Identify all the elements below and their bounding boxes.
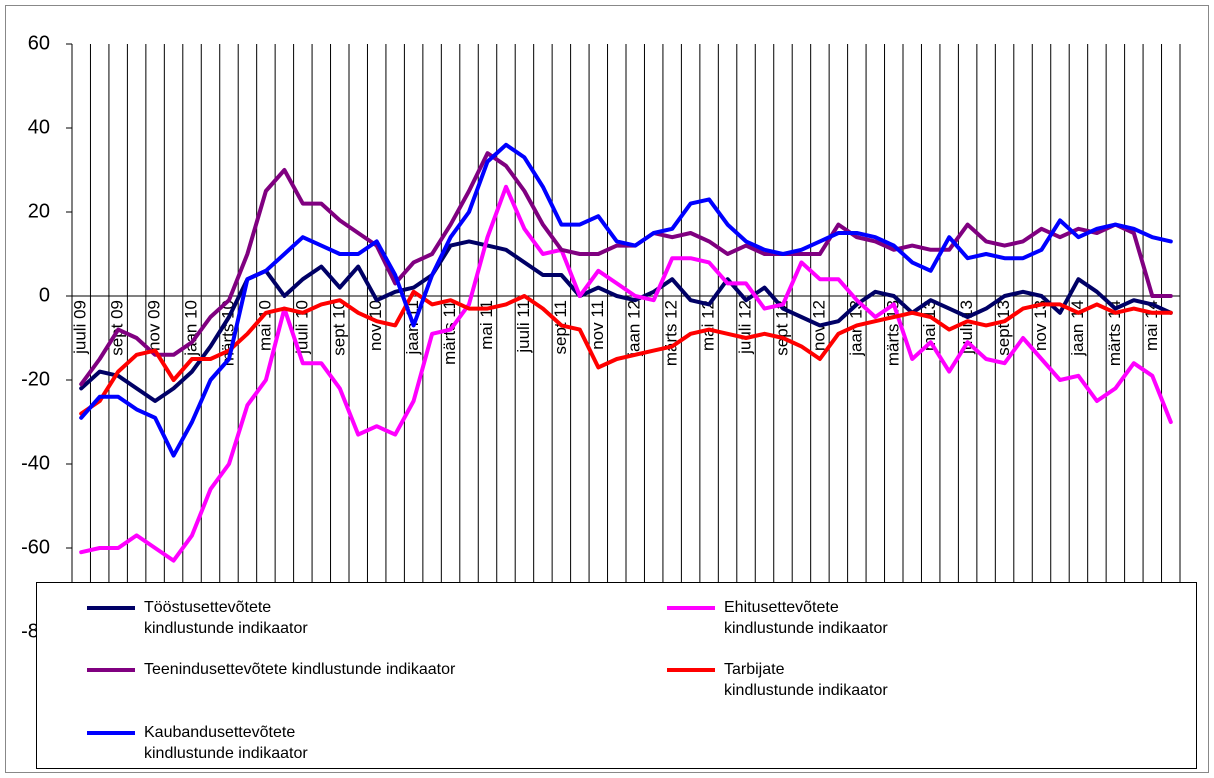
- y-tick-label: 20: [28, 200, 50, 222]
- y-tick-label: -60: [21, 536, 50, 558]
- x-tick-label: sept 10: [329, 300, 348, 356]
- x-tick-label: nov 09: [145, 300, 164, 351]
- x-tick-label: sept 09: [108, 300, 127, 356]
- x-tick-label: mai 12: [699, 300, 718, 351]
- legend-swatch: [87, 668, 135, 672]
- x-tick-label: nov 11: [588, 300, 607, 350]
- x-tick-label: juuli 09: [71, 300, 90, 355]
- legend-label: Tööstusettevõtete kindlustunde indikaato…: [144, 599, 308, 637]
- legend-item: Ehitusettevõtete kindlustunde indikaator: [667, 597, 888, 639]
- legend: Tööstusettevõtete kindlustunde indikaato…: [36, 582, 1197, 769]
- legend-label: Kaubandusettevõtete kindlustunde indikaa…: [144, 724, 308, 762]
- series-line: [79, 142, 1173, 458]
- legend-item: Tööstusettevõtete kindlustunde indikaato…: [87, 597, 308, 639]
- series-line: [79, 151, 1173, 387]
- legend-label: Ehitusettevõtete kindlustunde indikaator: [724, 599, 888, 637]
- x-tick-label: sept 13: [994, 300, 1013, 356]
- y-tick-label: 0: [39, 284, 50, 306]
- series-line: [79, 184, 1173, 563]
- x-tick-label: märts 12: [662, 300, 681, 366]
- legend-item: Teenindusettevõtete kindlustunde indikaa…: [87, 659, 455, 680]
- x-tick-label: jaan 10: [182, 300, 201, 357]
- x-tick-label: mai 11: [477, 300, 496, 350]
- x-tick-label: jaan 12: [625, 300, 644, 357]
- legend-swatch: [87, 731, 135, 735]
- legend-label: Teenindusettevõtete kindlustunde indikaa…: [144, 661, 456, 678]
- x-tick-label: märts 11: [440, 300, 459, 365]
- frame: [5, 5, 1209, 773]
- x-tick-label: jaan 13: [846, 300, 865, 357]
- legend-swatch: [87, 606, 135, 610]
- y-tick-label: 60: [28, 32, 50, 54]
- series-line: [79, 289, 1173, 416]
- x-tick-label: märts 14: [1105, 300, 1124, 366]
- legend-swatch: [667, 668, 715, 672]
- y-tick-label: 40: [28, 116, 50, 138]
- legend-swatch: [667, 606, 715, 610]
- x-tick-label: juuli 11: [514, 300, 533, 354]
- x-tick-label: mai 13: [920, 300, 939, 351]
- x-tick-label: juuli 12: [736, 300, 755, 355]
- x-tick-label: sept 11: [551, 300, 570, 355]
- legend-label: Tarbijate kindlustunde indikaator: [724, 661, 888, 699]
- y-tick-label: -20: [21, 368, 50, 390]
- y-tick-label: -40: [21, 452, 50, 474]
- legend-item: Tarbijate kindlustunde indikaator: [667, 659, 888, 701]
- x-tick-label: nov 13: [1031, 300, 1050, 351]
- x-tick-label: jaan 14: [1068, 300, 1087, 357]
- x-tick-label: mai 10: [255, 300, 274, 351]
- x-tick-label: nov 10: [366, 300, 385, 351]
- legend-item: Kaubandusettevõtete kindlustunde indikaa…: [87, 722, 308, 764]
